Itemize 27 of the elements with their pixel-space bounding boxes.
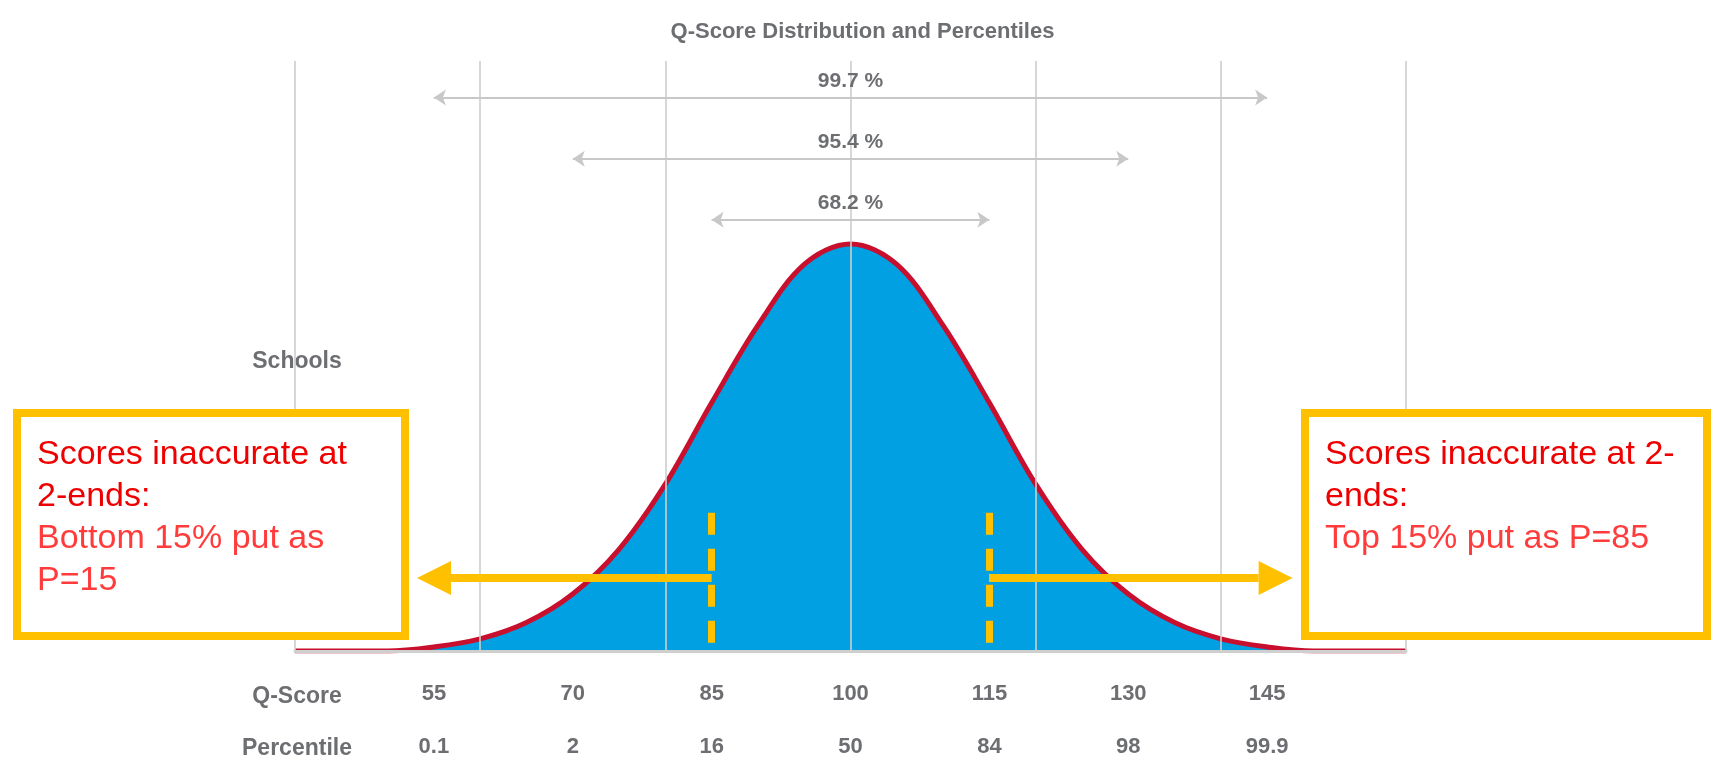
text: 2	[566, 732, 579, 758]
annotation: Bottom 15% put as P=15	[37, 516, 326, 599]
x-axis-title: Q-Score	[252, 682, 342, 708]
y-axis-title: Schools	[252, 347, 342, 373]
x-tick-label: 85	[699, 679, 724, 705]
text: 99.7 %	[817, 67, 884, 91]
x-tick-label: 115	[971, 679, 1008, 705]
text: 68.2 %	[817, 189, 884, 213]
x-tick-label: 130	[1109, 679, 1147, 705]
callout-box: Scores inaccurate at 2-ends: Bottom 15% put as P=15	[13, 409, 409, 640]
text: 0.1	[418, 732, 450, 758]
x-tick-label: 145	[1248, 679, 1286, 705]
x-tick-label: 70	[560, 679, 585, 705]
callout-box: Scores inaccurate at 2-ends: Top 15% put as P=85	[1301, 409, 1711, 640]
text: 99.9	[1245, 732, 1289, 758]
text: 50	[838, 732, 863, 758]
text: 84	[977, 732, 1003, 758]
annotation: Top 15% put as P=85	[1325, 516, 1651, 557]
text: 16	[699, 732, 724, 758]
chart-title: Q-Score Distribution and Percentiles	[670, 17, 1055, 43]
text: Percentile	[242, 734, 352, 760]
annotation: Scores inaccurate at 2-ends:	[1325, 432, 1676, 515]
x-tick-label: 55	[421, 679, 447, 705]
text: 98	[1116, 732, 1141, 758]
text: 95.4 %	[817, 128, 884, 152]
x-tick-label: 100	[832, 679, 869, 705]
annotation: Scores inaccurate at 2-ends:	[37, 432, 348, 515]
